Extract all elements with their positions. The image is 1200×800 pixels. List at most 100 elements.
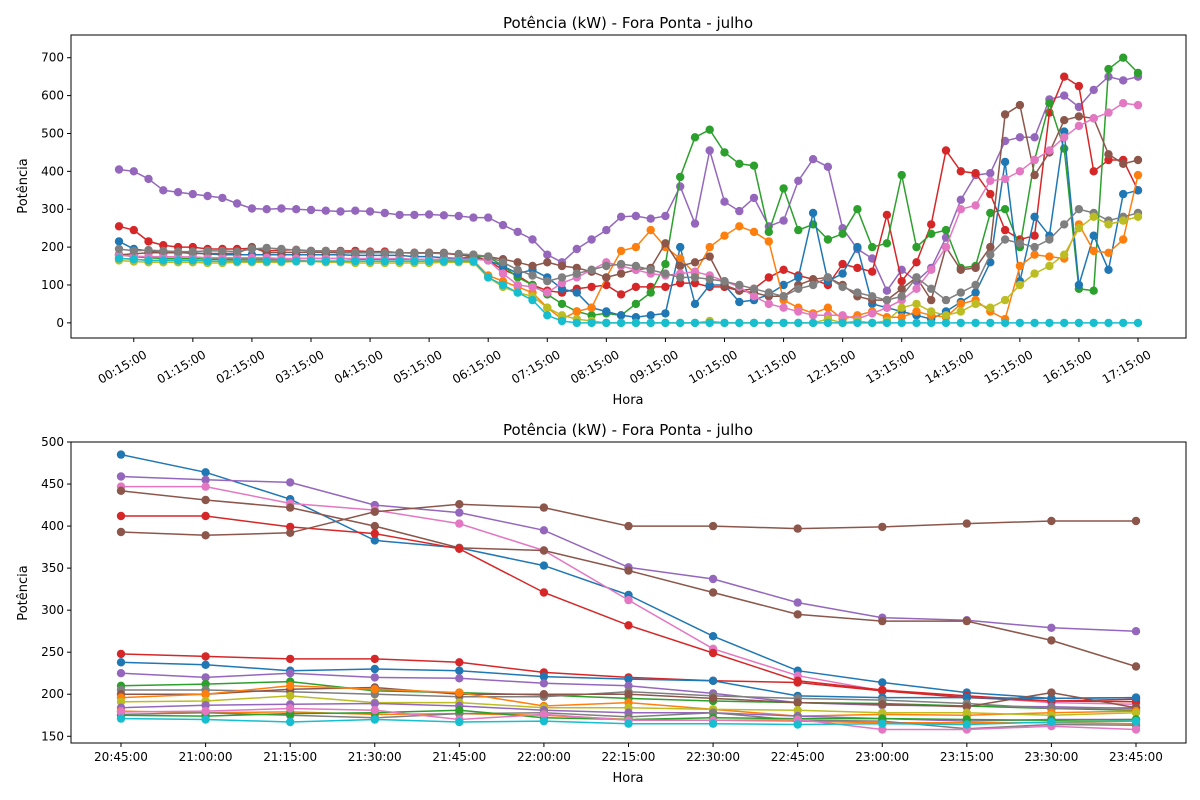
top-data-point [705,318,714,328]
bottom-chart-x-axis-label: Hora [612,771,643,786]
top-data-point [188,256,197,265]
top-data-point [794,318,803,328]
top-data-point [897,284,906,293]
top-data-point [1000,110,1010,119]
top-data-point [616,290,626,299]
top-data-point [144,245,153,255]
bottom-data-point [1047,516,1056,526]
top-data-point [971,318,980,328]
top-data-point [232,199,242,208]
top-data-point [764,299,773,309]
bottom-data-point [878,708,887,717]
top-data-point [823,318,833,328]
top-data-point [823,273,833,282]
top-data-point [1015,167,1025,176]
top-y-tick-label: 700 [41,51,64,65]
top-chart-panel: Potência (kW) - Fora Ponta - julho Hora … [16,14,1187,408]
top-data-point [572,307,581,316]
top-data-point [661,269,670,278]
top-data-point [661,259,670,269]
bottom-chart-y-axis-label: Potência [16,565,31,620]
top-data-point [897,303,906,312]
top-data-point [897,170,906,180]
top-series-8 [114,205,1143,305]
top-data-point [188,247,197,256]
top-x-tick-label: 05:15:00 [391,347,445,386]
top-data-point [941,242,951,252]
bottom-data-point [624,521,633,531]
top-data-point [735,159,744,168]
top-data-point [1060,318,1069,328]
top-data-point [1089,286,1098,295]
bottom-data-point [455,544,464,553]
bottom-data-point [116,472,126,481]
bottom-data-point [793,610,802,619]
top-data-point [351,206,360,215]
top-data-point [986,242,995,252]
top-data-point [1045,261,1054,271]
top-data-point [454,256,463,266]
bottom-data-point [286,478,295,487]
top-data-point [114,222,124,231]
top-data-point [1045,146,1054,155]
top-data-point [1030,155,1039,165]
top-data-point [365,248,375,257]
bottom-data-point [1131,516,1141,526]
top-data-point [469,250,478,259]
top-x-tick-label: 02:15:00 [214,347,268,386]
top-data-point [159,186,168,195]
top-data-point [1030,133,1039,142]
top-data-point [838,311,847,320]
bottom-series-6-line [120,503,1136,537]
top-data-point [616,269,626,278]
top-data-point [1119,76,1128,85]
top-data-point [690,318,700,328]
top-data-point [941,295,951,305]
top-data-point [543,250,552,259]
top-data-point [1119,318,1128,328]
top-data-point [690,299,700,309]
top-data-point [897,292,906,301]
top-data-point [572,269,581,278]
bottom-data-point [962,720,971,729]
top-data-point [794,176,803,185]
top-data-point [779,303,788,312]
top-data-point [528,235,537,244]
top-data-point [764,288,773,297]
top-data-point [956,205,965,214]
bottom-data-point [286,528,295,537]
top-data-point [1000,235,1010,244]
bottom-data-point [708,574,718,584]
top-data-point [941,311,951,320]
top-data-point [247,256,257,266]
top-data-point [114,237,124,246]
top-data-point [956,265,965,274]
top-data-point [528,282,537,292]
top-series-10 [114,254,1143,328]
top-data-point [528,271,537,280]
top-data-point [1074,121,1084,131]
top-series-3 [114,53,1143,320]
bottom-data-point [624,621,633,630]
top-data-point [927,295,936,305]
top-data-point [646,318,655,328]
top-data-point [1060,72,1069,81]
bottom-data-point [539,672,549,681]
bottom-data-point [370,529,379,538]
top-data-point [1089,231,1098,240]
bottom-data-point [624,690,633,699]
top-data-point [676,254,685,263]
top-data-point [262,205,271,214]
top-data-point [749,284,759,293]
top-data-point [513,288,522,297]
bottom-data-point [116,450,126,459]
top-data-point [1074,318,1084,328]
top-data-point [838,269,847,278]
top-series-5-line [118,174,1139,321]
bottom-data-point [1131,708,1141,717]
top-data-point [631,261,641,271]
bottom-data-point [201,679,210,689]
bottom-data-point [1047,688,1056,697]
bottom-data-point [962,616,971,626]
